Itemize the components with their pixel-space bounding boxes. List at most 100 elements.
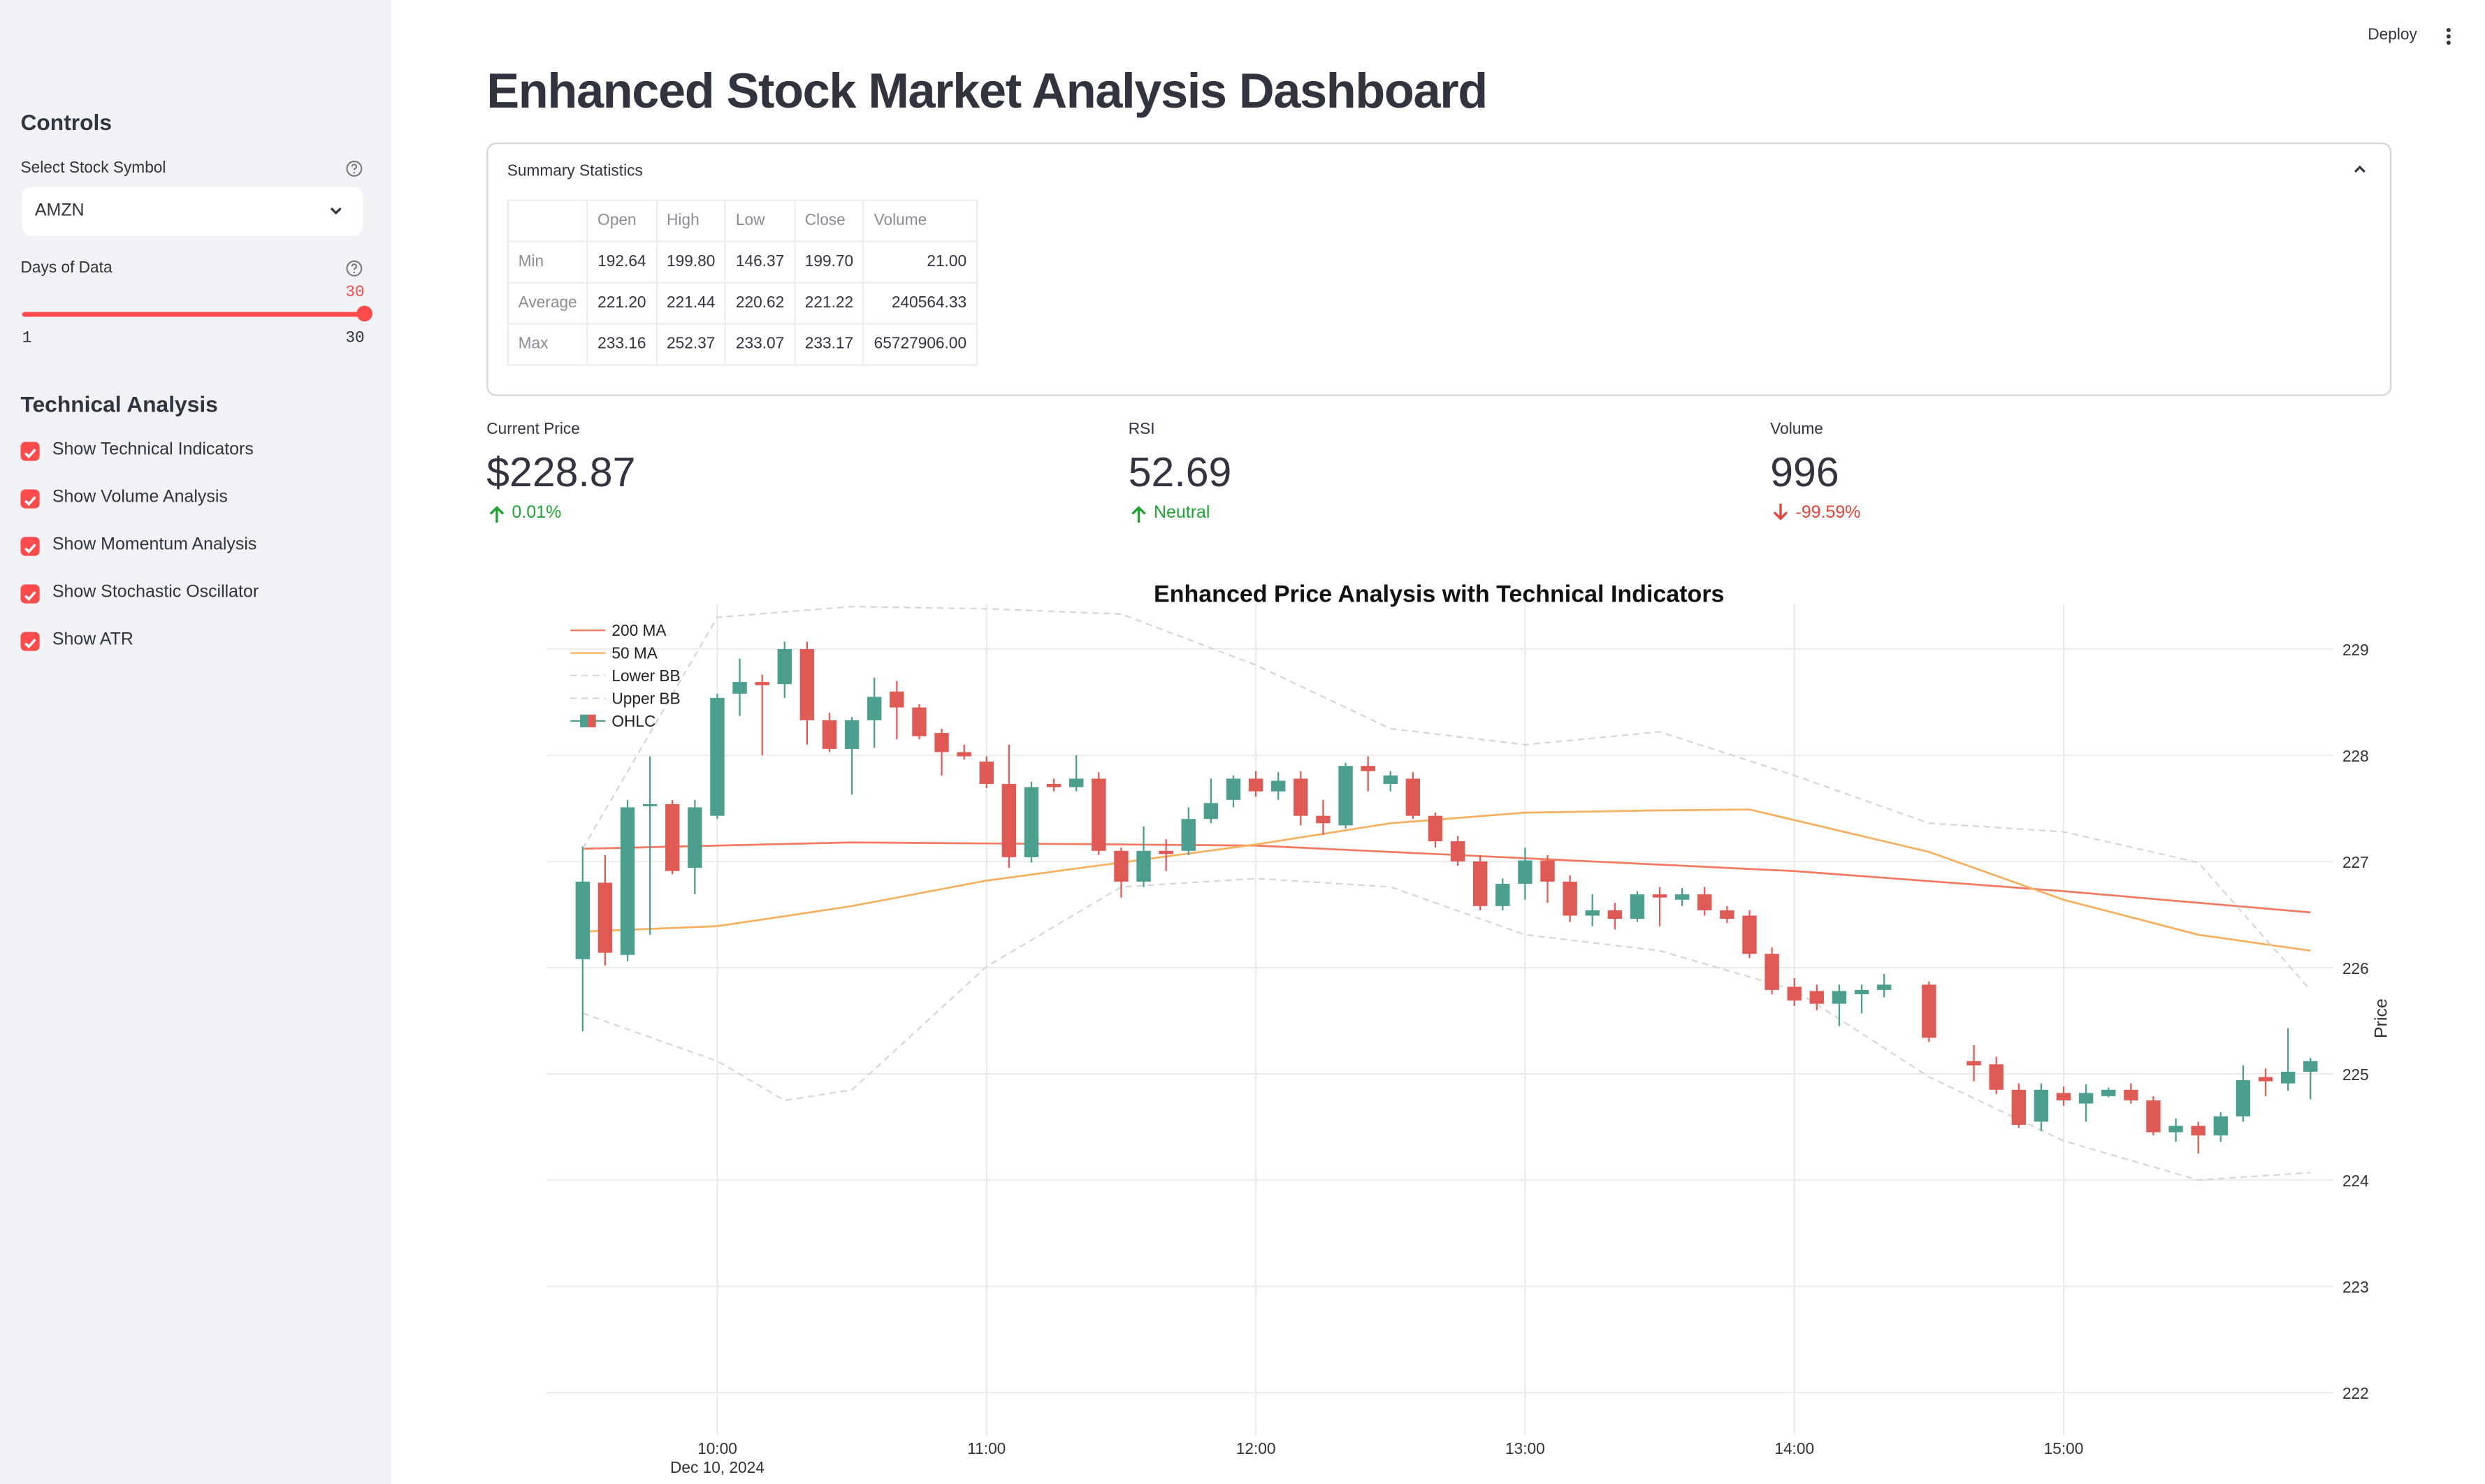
candle-body (777, 649, 792, 685)
chart-title: Enhanced Price Analysis with Technical I… (1154, 581, 1724, 607)
candle-body (1294, 778, 1308, 816)
candle-body (2191, 1126, 2205, 1136)
table-cell: 146.37 (725, 240, 796, 284)
help-icon[interactable] (345, 260, 363, 277)
candle-body (2146, 1100, 2161, 1133)
candle-body (1607, 910, 1623, 919)
candle-body (1472, 861, 1488, 906)
legend-swatch (580, 714, 588, 727)
arrow-icon (489, 506, 505, 523)
line-series (582, 808, 2311, 952)
candle-body (1316, 815, 1331, 824)
metric-label: Current Price (486, 421, 580, 439)
checkbox-label[interactable]: Show Stochastic Oscillator (52, 583, 259, 602)
legend-label: 200 MA (611, 621, 667, 639)
candle-body (710, 697, 725, 816)
candle-body (1787, 987, 1802, 1001)
candle-body (1674, 894, 1690, 900)
metric-label: RSI (1128, 421, 1155, 439)
table-cell: 199.70 (793, 240, 865, 284)
candle-body (2101, 1089, 2116, 1096)
metric-arrow (1130, 504, 1147, 523)
table-row: Average 221.20 221.44 220.62 221.22 240564.33 (507, 282, 978, 325)
arrow-icon (1131, 506, 1146, 523)
candle-body (1338, 766, 1353, 826)
line-series (582, 841, 2311, 914)
candle-body (1854, 989, 1869, 994)
candle-body (979, 762, 994, 785)
slider-thumb[interactable] (356, 305, 372, 322)
metric-delta: -99.59% (1795, 503, 1861, 523)
candle-body (1024, 787, 1039, 857)
candle-body (1450, 841, 1465, 861)
technical-title: Technical Analysis (20, 391, 218, 417)
symbol-select[interactable]: AMZN (22, 187, 363, 236)
legend-label: OHLC (611, 712, 655, 730)
checkbox-label[interactable]: Show ATR (52, 630, 133, 650)
chevron-down (330, 207, 342, 215)
candle-body (1697, 894, 1712, 910)
y-tick-label: 229 (2342, 641, 2369, 659)
page-title: Enhanced Stock Market Analysis Dashboard (486, 63, 1488, 119)
metric-value: $228.87 (486, 448, 636, 496)
checkbox[interactable] (20, 632, 40, 651)
candle-body (732, 682, 747, 694)
y-tick-label: 226 (2342, 959, 2369, 977)
x-tick-label: 11:00 (967, 1439, 1006, 1457)
slider-fill (22, 312, 365, 317)
column-header: Low (725, 199, 796, 242)
checkbox-label[interactable]: Show Technical Indicators (52, 440, 254, 460)
chevron-up[interactable] (2352, 161, 2368, 177)
metric-arrow (1772, 503, 1790, 523)
checkbox-label[interactable]: Show Momentum Analysis (52, 535, 257, 555)
table-cell: 65727906.00 (862, 323, 978, 366)
summary-title[interactable]: Summary Statistics (507, 163, 643, 181)
candle-body (2236, 1080, 2251, 1116)
column-header: Close (793, 199, 865, 242)
checkbox[interactable] (20, 489, 40, 509)
y-axis-label: Price (2371, 998, 2391, 1038)
y-tick-label: 224 (2342, 1172, 2369, 1190)
checkbox[interactable] (20, 442, 40, 461)
menu-button[interactable] (2442, 25, 2455, 48)
candle-body (1563, 881, 1577, 916)
candle-body (1720, 910, 1734, 919)
table-cell: 240564.33 (862, 282, 978, 325)
checkbox[interactable] (20, 537, 40, 556)
candle-body (2056, 1093, 2071, 1100)
deploy-button[interactable]: Deploy (2368, 27, 2417, 45)
candle-body (844, 720, 860, 749)
column-header: High (655, 199, 727, 242)
candle-body (867, 697, 882, 720)
row-header: Min (507, 240, 588, 284)
table-cell: 233.07 (725, 323, 796, 366)
candle-body (2078, 1093, 2094, 1104)
check-mark (24, 544, 36, 554)
candle-body (1630, 894, 1645, 919)
checkbox[interactable] (20, 584, 40, 604)
candle-body (1428, 815, 1443, 842)
checkbox-label[interactable]: Show Volume Analysis (52, 488, 228, 507)
slider-max: 30 (345, 330, 365, 349)
help-icon[interactable] (345, 160, 363, 177)
candle-body (1742, 915, 1757, 954)
candle-body (1765, 954, 1779, 990)
slider-min: 1 (22, 330, 32, 349)
x-axis-sublabel: Dec 10, 2024 (670, 1458, 765, 1476)
table-cell: 220.62 (725, 282, 796, 325)
candle-body (2011, 1089, 2027, 1125)
candle-body (1114, 850, 1129, 882)
x-tick-label: 12:00 (1236, 1439, 1276, 1457)
y-tick-label: 228 (2342, 747, 2369, 765)
candle-body (1136, 850, 1151, 882)
candle-body (1383, 775, 1398, 785)
days-slider[interactable]: 30 1 30 (22, 285, 372, 349)
candle-body (1989, 1064, 2004, 1090)
controls-title: Controls (20, 109, 113, 135)
summary-table: Open High Low Close Volume Min 192.64 199.80 146… (507, 199, 978, 366)
table-cell: 192.64 (586, 240, 658, 284)
symbol-label: Select Stock Symbol (20, 159, 166, 177)
sidebar: Controls Select Stock Symbol AMZN Days o… (0, 0, 392, 1484)
y-tick-label: 225 (2342, 1065, 2369, 1084)
